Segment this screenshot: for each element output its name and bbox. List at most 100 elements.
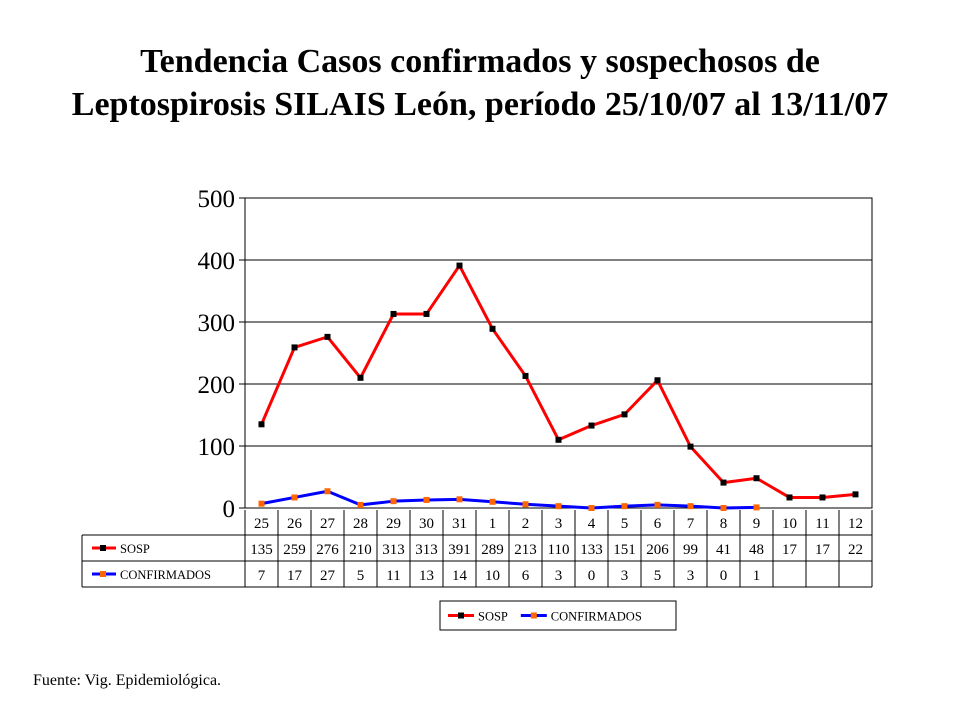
x-tick-label: 28 — [353, 516, 368, 532]
table-cell: 213 — [514, 542, 537, 558]
table-cell: 5 — [357, 568, 365, 584]
table-cell: 110 — [548, 542, 570, 558]
data-point-sosp — [687, 443, 694, 450]
table-cell: 17 — [815, 542, 831, 558]
table-cell: 7 — [258, 568, 266, 584]
data-point-confirmados — [687, 503, 694, 510]
legend-key-marker — [530, 612, 537, 619]
data-point-sosp — [423, 310, 430, 317]
x-tick-label: 1 — [489, 516, 497, 532]
legend-box — [439, 600, 677, 631]
data-point-sosp — [753, 475, 760, 482]
y-tick-label: 500 — [198, 186, 236, 213]
table-cell: 206 — [646, 542, 669, 558]
x-tick-label: 30 — [419, 516, 434, 532]
data-point-confirmados — [423, 496, 430, 503]
table-cell: 0 — [588, 568, 596, 584]
data-point-sosp — [654, 377, 661, 384]
legend-key-marker — [458, 612, 464, 619]
plot-area — [244, 197, 873, 509]
table-cell: 41 — [716, 542, 731, 558]
table-cell: 1 — [753, 568, 761, 584]
data-point-confirmados — [456, 496, 463, 503]
legend-label: SOSP — [478, 610, 508, 624]
x-tick-label: 8 — [720, 516, 728, 532]
legend-label: CONFIRMADOS — [551, 610, 642, 624]
data-point-sosp — [852, 491, 859, 498]
legend: SOSP CONFIRMADOS — [439, 600, 677, 631]
x-tick-label: 4 — [588, 516, 596, 532]
table-cell: 391 — [448, 542, 471, 558]
table-cell: 135 — [250, 542, 273, 558]
x-tick-label: 7 — [687, 516, 695, 532]
data-point-sosp — [720, 479, 727, 486]
x-tick-label: 6 — [654, 516, 662, 532]
data-point-confirmados — [588, 505, 595, 511]
data-point-confirmados — [720, 505, 727, 511]
data-point-sosp — [588, 422, 595, 429]
data-point-sosp — [390, 310, 397, 317]
table-cell: 22 — [848, 542, 863, 558]
data-point-sosp — [489, 325, 496, 332]
data-point-confirmados — [258, 500, 265, 507]
x-tick-label: 25 — [254, 516, 269, 532]
y-tick-label: 0 — [223, 496, 236, 523]
series-lines — [258, 262, 859, 511]
data-point-confirmados — [357, 501, 364, 508]
x-tick-label: 11 — [815, 516, 829, 532]
table-cell: 6 — [522, 568, 530, 584]
data-point-sosp — [522, 372, 529, 379]
x-tick-label: 2 — [522, 516, 530, 532]
table-cell: 0 — [720, 568, 728, 584]
data-point-sosp — [555, 436, 562, 443]
table-cell: 48 — [749, 542, 764, 558]
data-point-sosp — [357, 374, 364, 381]
data-point-confirmados — [555, 503, 562, 510]
gridlines — [245, 259, 872, 447]
x-tick-label: 3 — [555, 516, 563, 532]
data-point-sosp — [819, 494, 826, 501]
chart-title: Tendencia Casos confirmados y sospechoso… — [71, 43, 889, 123]
source-note: Fuente: Vig. Epidemiológica. — [33, 672, 222, 689]
data-point-sosp — [621, 411, 628, 418]
data-point-confirmados — [654, 501, 661, 508]
table-cell: 17 — [287, 568, 303, 584]
data-point-sosp — [456, 262, 463, 269]
table-cell: 3 — [555, 568, 563, 584]
table-key-marker — [100, 545, 106, 551]
y-tick-label: 200 — [198, 372, 236, 399]
data-point-sosp — [258, 421, 265, 428]
table-row-label: SOSP — [120, 542, 150, 556]
table-cell: 3 — [621, 568, 629, 584]
y-axis: 0 100 200 300 400 500 — [198, 186, 245, 523]
data-point-confirmados — [489, 498, 496, 505]
x-tick-label: 9 — [753, 516, 761, 532]
table-cell: 313 — [415, 542, 438, 558]
plot-border — [244, 197, 873, 509]
table-cell: 17 — [782, 542, 798, 558]
table-cell: 133 — [580, 542, 603, 558]
table-row-label: CONFIRMADOS — [120, 568, 211, 582]
table-cell: 3 — [687, 568, 695, 584]
data-point-confirmados — [753, 504, 760, 511]
table-cell: 14 — [452, 568, 468, 584]
table-cell: 210 — [349, 542, 372, 558]
x-tick-label: 5 — [621, 516, 629, 532]
table-cell: 99 — [683, 542, 698, 558]
data-point-confirmados — [522, 501, 529, 508]
table-cell: 13 — [419, 568, 434, 584]
data-point-sosp — [324, 333, 331, 340]
x-tick-label: 27 — [320, 516, 336, 532]
y-tick-label: 100 — [198, 434, 236, 461]
series-line-confirmados — [261, 489, 757, 510]
table-cell: 5 — [654, 568, 662, 584]
table-cell: 10 — [485, 568, 500, 584]
data-point-confirmados — [291, 494, 298, 501]
data-point-confirmados — [324, 488, 331, 495]
table-cell: 27 — [320, 568, 336, 584]
data-point-confirmados — [621, 503, 628, 510]
data-point-sosp — [291, 344, 298, 351]
data-point-confirmados — [390, 498, 397, 505]
